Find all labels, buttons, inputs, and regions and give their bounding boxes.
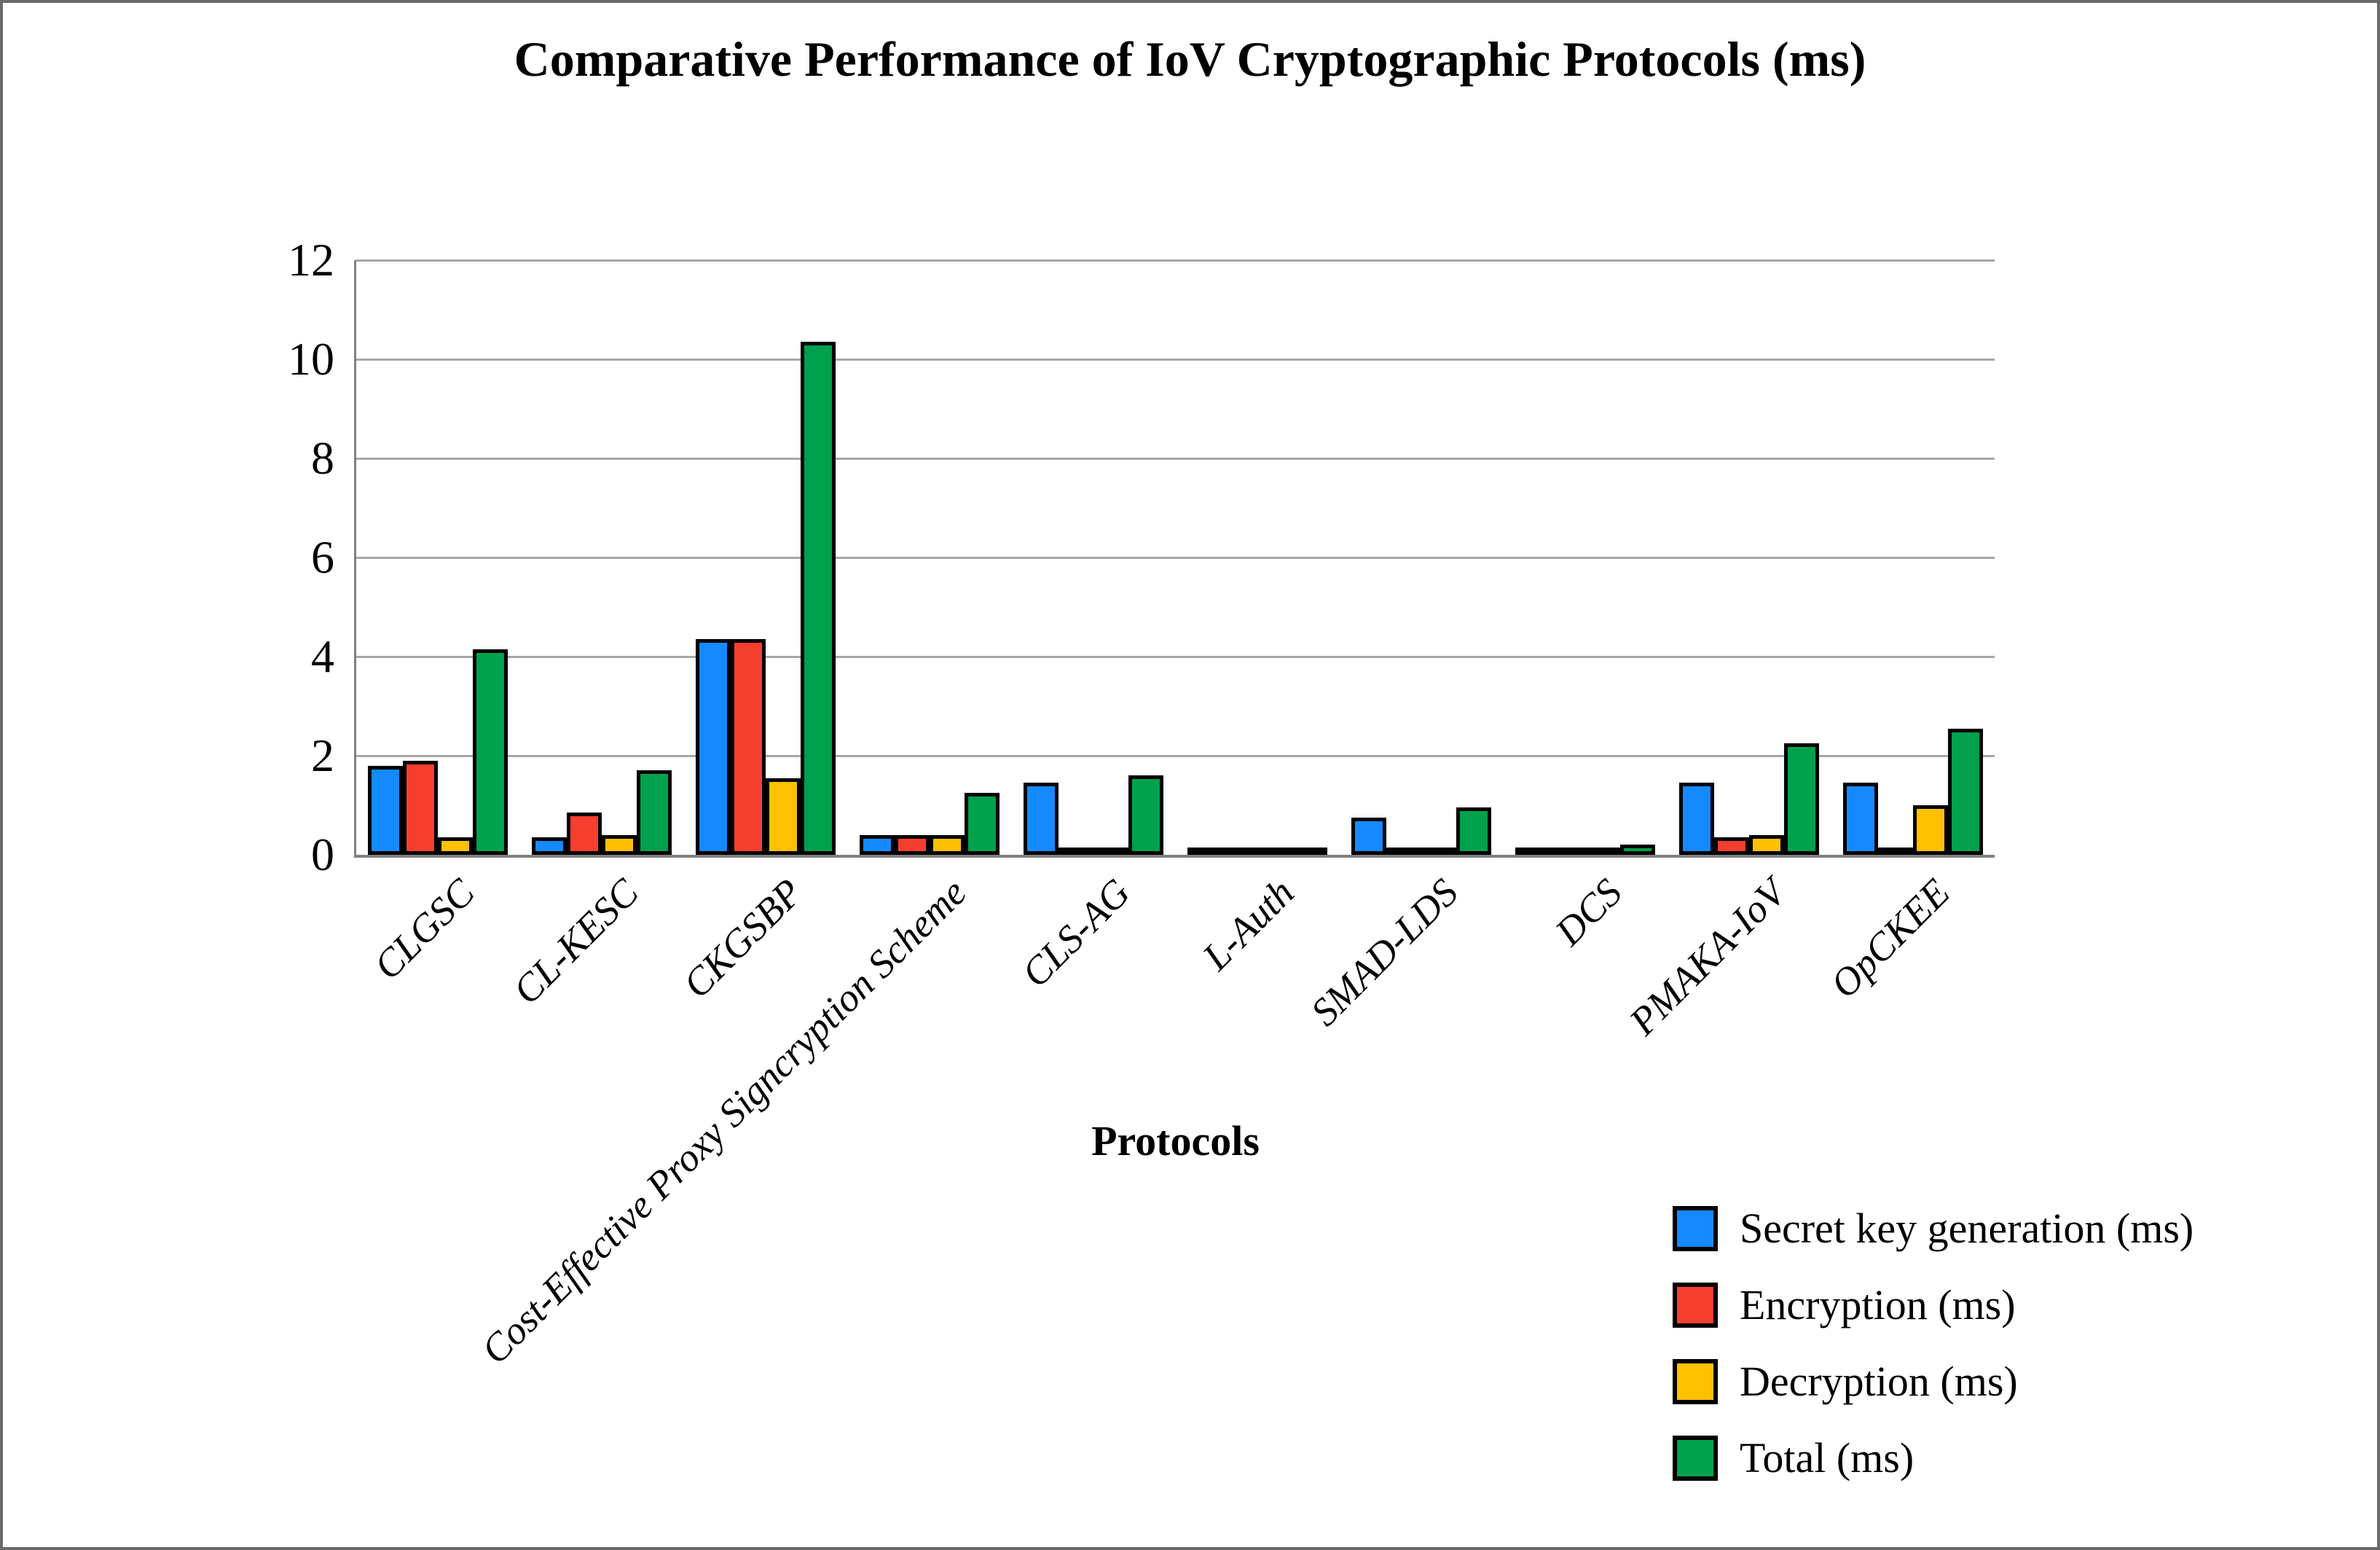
y-tick-label-12: 12 [288, 234, 334, 286]
bar-DCS-Secret key generation (ms) [1515, 848, 1550, 855]
legend-swatch [1673, 1436, 1718, 1481]
bar-CLS-AG-Decryption (ms) [1093, 848, 1129, 855]
gridline-y-6 [356, 556, 1995, 559]
legend-swatch [1673, 1359, 1718, 1404]
bar-DCS-Decryption (ms) [1584, 848, 1620, 855]
bar-PMAKA-IoV-Decryption (ms) [1748, 835, 1784, 855]
x-tick-label-CLGSC: CLGSC [365, 870, 484, 988]
x-tick-label-CL-KESC: CL-KESC [504, 870, 648, 1013]
bar-L-Auth-Total (ms) [1292, 848, 1327, 855]
y-tick-label-0: 0 [311, 829, 334, 880]
x-tick-label-SMAD-LDS: SMAD-LDS [1302, 870, 1466, 1035]
bar-SMAD-LDS-Secret key generation (ms) [1351, 818, 1386, 855]
x-tick-label-L-Auth: L-Auth [1194, 870, 1303, 979]
bar-CLS-AG-Total (ms) [1128, 775, 1164, 855]
bar-Cost-Effective Proxy Signcryption Scheme-Secret key generation (ms) [860, 835, 895, 855]
bar-Cost-Effective Proxy Signcryption Scheme-Decryption (ms) [930, 835, 965, 855]
bar-CKGSBP-Encryption (ms) [731, 639, 766, 855]
x-tick-label-CKGSBP: CKGSBP [675, 870, 811, 1006]
bar-OpCKEE-Secret key generation (ms) [1842, 783, 1878, 855]
x-axis-title: Protocols [1091, 1117, 1260, 1165]
gridline-y-10 [356, 358, 1995, 361]
bar-SMAD-LDS-Total (ms) [1456, 807, 1491, 855]
legend-label: Total (ms) [1740, 1434, 1914, 1481]
y-tick-label-4: 4 [311, 630, 334, 682]
y-tick-label-10: 10 [288, 333, 334, 385]
legend-swatch [1673, 1283, 1718, 1328]
bar-Cost-Effective Proxy Signcryption Scheme-Encryption (ms) [895, 835, 930, 855]
legend-item-Decryption (ms): Decryption (ms) [1673, 1358, 2194, 1405]
bar-CLGSC-Secret key generation (ms) [368, 766, 404, 855]
bar-PMAKA-IoV-Encryption (ms) [1713, 837, 1749, 855]
legend-swatch [1673, 1206, 1718, 1251]
chart-title: Comparative Performance of IoV Cryptogra… [514, 31, 1866, 87]
bar-CLGSC-Encryption (ms) [403, 761, 439, 855]
bar-CLGSC-Decryption (ms) [438, 837, 474, 855]
bar-CL-KESC-Total (ms) [637, 770, 672, 855]
y-tick-label-2: 2 [311, 729, 334, 781]
legend-item-Secret key generation (ms): Secret key generation (ms) [1673, 1205, 2194, 1252]
bar-OpCKEE-Encryption (ms) [1877, 848, 1913, 855]
bar-CKGSBP-Secret key generation (ms) [696, 639, 731, 855]
bar-SMAD-LDS-Decryption (ms) [1421, 848, 1456, 855]
legend-label: Encryption (ms) [1740, 1281, 2016, 1328]
x-tick-label-PMAKA-IoV: PMAKA-IoV [1620, 870, 1794, 1044]
x-tick-label-DCS: DCS [1546, 870, 1630, 954]
y-tick-label-6: 6 [311, 531, 334, 583]
bar-CKGSBP-Decryption (ms) [766, 778, 801, 855]
bar-SMAD-LDS-Encryption (ms) [1386, 848, 1421, 855]
x-tick-label-OpCKEE: OpCKEE [1821, 870, 1958, 1006]
bar-CKGSBP-Total (ms) [801, 342, 836, 855]
legend-label: Secret key generation (ms) [1740, 1205, 2194, 1252]
bar-DCS-Encryption (ms) [1550, 848, 1585, 855]
bar-OpCKEE-Total (ms) [1947, 729, 1983, 855]
bar-DCS-Total (ms) [1619, 845, 1655, 855]
bar-L-Auth-Decryption (ms) [1257, 848, 1292, 855]
bar-CLS-AG-Encryption (ms) [1059, 848, 1094, 855]
bar-CL-KESC-Secret key generation (ms) [532, 837, 567, 855]
y-axis-line [354, 260, 356, 855]
gridline-y-8 [356, 457, 1995, 460]
legend-item-Total (ms): Total (ms) [1673, 1435, 2194, 1481]
bar-CLS-AG-Secret key generation (ms) [1024, 783, 1059, 855]
legend-label: Decryption (ms) [1740, 1358, 2018, 1405]
bar-PMAKA-IoV-Total (ms) [1783, 743, 1819, 855]
gridline-y-2 [356, 754, 1995, 757]
plot-area [354, 259, 1995, 858]
y-tick-label-8: 8 [311, 432, 334, 484]
bar-CL-KESC-Decryption (ms) [602, 835, 637, 855]
bar-L-Auth-Encryption (ms) [1222, 848, 1257, 855]
x-tick-label-CLS-AG: CLS-AG [1013, 870, 1139, 996]
bar-OpCKEE-Decryption (ms) [1912, 805, 1948, 855]
bar-L-Auth-Secret key generation (ms) [1187, 848, 1222, 855]
bar-PMAKA-IoV-Secret key generation (ms) [1678, 783, 1714, 855]
bar-Cost-Effective Proxy Signcryption Scheme-Total (ms) [965, 793, 1000, 855]
bar-CLGSC-Total (ms) [473, 649, 508, 855]
bar-CL-KESC-Encryption (ms) [567, 813, 602, 855]
legend: Secret key generation (ms) Encryption (ms… [1673, 1205, 2194, 1511]
x-axis-line [354, 855, 1995, 858]
legend-item-Encryption (ms): Encryption (ms) [1673, 1282, 2194, 1328]
gridline-y-4 [356, 655, 1995, 658]
gridline-y-12 [356, 259, 1995, 262]
